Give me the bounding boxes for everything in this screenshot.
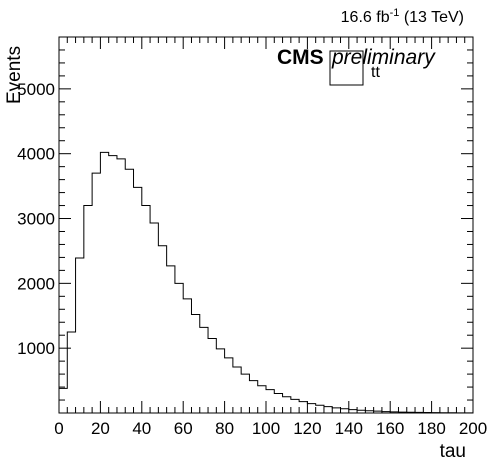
x-tick-label: 100: [252, 419, 280, 438]
histogram-bin: [150, 223, 158, 413]
x-tick-label: 80: [215, 419, 234, 438]
histogram-bin: [92, 173, 100, 413]
histogram-bin: [100, 152, 108, 413]
histogram-bin: [183, 299, 191, 413]
histogram-bin: [349, 410, 357, 413]
histogram-bin: [307, 404, 315, 413]
x-tick-label: 60: [174, 419, 193, 438]
histogram-bin: [283, 397, 291, 413]
y-axis: 1000 2000 3000 4000 5000: [17, 36, 473, 401]
x-axis-title: tau: [440, 441, 466, 462]
x-axis: 0 20 40 60 80 100 120 140 160 180 200: [54, 37, 487, 438]
x-tick-label: 120: [293, 419, 321, 438]
luminosity-label: 16.6 fb-1 (13 TeV): [341, 7, 464, 26]
legend-box-icon: [329, 50, 364, 86]
luminosity-exponent: -1: [390, 7, 400, 19]
histogram-bin: [225, 358, 233, 413]
histogram-bin: [84, 206, 92, 413]
histogram-bin: [117, 159, 125, 413]
x-tick-label: 40: [132, 419, 151, 438]
y-tick-label: 2000: [17, 274, 55, 293]
histogram-bin: [125, 169, 133, 413]
histogram-bin: [249, 381, 257, 413]
histogram-bin: [341, 409, 349, 413]
x-tick-label: 200: [459, 419, 487, 438]
histogram-bin: [316, 405, 324, 413]
histogram-bin: [208, 338, 216, 413]
histogram-bin: [76, 258, 84, 413]
histogram-bin: [191, 314, 199, 413]
histogram-bin: [274, 394, 282, 413]
x-tick-label: 140: [335, 419, 363, 438]
histogram-bin: [233, 367, 241, 413]
y-tick-label: 4000: [17, 145, 55, 164]
y-tick-label: 5000: [17, 80, 55, 99]
histogram-bin: [59, 388, 67, 413]
histogram-outline: [59, 151, 474, 414]
luminosity-energy: (13 TeV): [399, 9, 464, 26]
histogram-bin: [258, 386, 266, 413]
histogram-bin: [332, 408, 340, 413]
y-tick-label: 1000: [17, 339, 55, 358]
luminosity-value: 16.6 fb: [341, 9, 390, 26]
x-tick-label: 180: [417, 419, 445, 438]
x-tick-label: 160: [376, 419, 404, 438]
plot-frame: [58, 36, 474, 414]
cms-label: CMS: [277, 46, 324, 69]
histogram-bin: [299, 402, 307, 413]
histogram-bin: [175, 283, 183, 413]
histogram-bin: [142, 206, 150, 413]
y-tick-label: 3000: [17, 210, 55, 229]
x-tick-label: 20: [91, 419, 110, 438]
histogram-bin: [216, 349, 224, 413]
preliminary-label: preliminary: [331, 46, 436, 69]
histogram-bin: [200, 327, 208, 413]
histogram-bin: [67, 332, 75, 413]
y-axis-title: Events: [4, 46, 25, 104]
histogram-bin: [167, 266, 175, 413]
x-tick-label: 0: [54, 419, 63, 438]
histogram-bin: [109, 156, 117, 413]
histogram-bin: [324, 407, 332, 413]
histogram-bin: [291, 399, 299, 413]
histogram-bin: [158, 246, 166, 413]
histogram-bars: [59, 151, 474, 414]
histogram-bin: [134, 187, 142, 413]
histogram-bin: [266, 390, 274, 413]
legend-entry-label: tt: [371, 64, 380, 81]
histogram-bin: [241, 374, 249, 413]
